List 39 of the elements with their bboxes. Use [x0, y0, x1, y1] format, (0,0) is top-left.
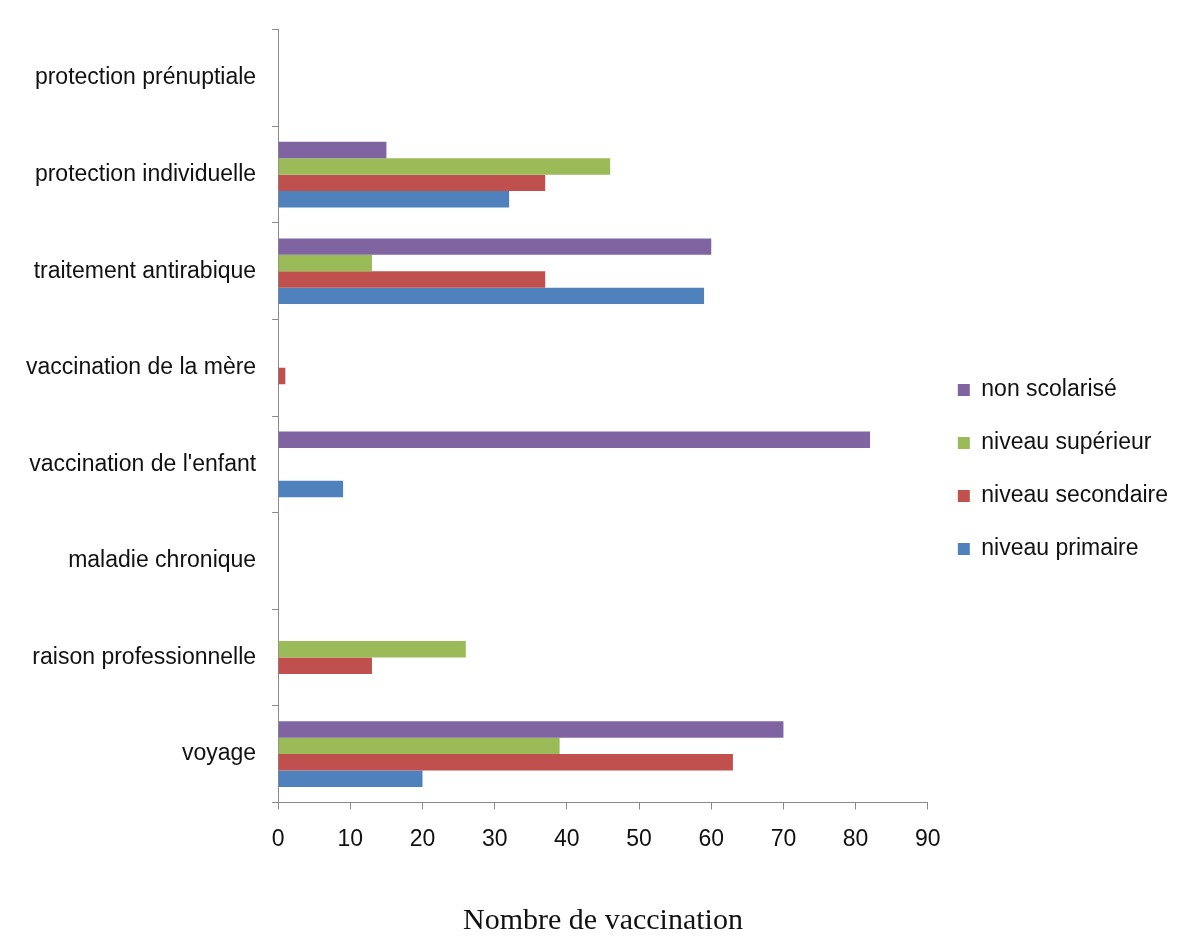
- bar: [278, 141, 387, 159]
- bar: [278, 431, 871, 448]
- y-tick-label: vaccination de l'enfant: [29, 449, 257, 476]
- bar: [278, 271, 546, 288]
- bar: [278, 191, 510, 208]
- y-tick-label: voyage: [181, 739, 257, 766]
- y-tick-label: vaccination de la mère: [26, 353, 257, 380]
- bar: [278, 657, 372, 674]
- x-tick-label: 50: [626, 824, 652, 851]
- x-tick-label: 30: [481, 824, 508, 851]
- y-tick-label: raison professionnelle: [32, 642, 257, 669]
- legend-label: niveau supérieur: [981, 428, 1152, 455]
- x-tick-label: 40: [554, 824, 580, 851]
- y-tick-label: traitement antirabique: [33, 256, 257, 283]
- bar: [278, 174, 546, 192]
- bar: [278, 770, 423, 787]
- bar: [278, 721, 784, 738]
- x-tick-label: 20: [409, 824, 436, 851]
- x-tick-label: 90: [915, 824, 941, 851]
- x-tick-label: 80: [842, 824, 869, 851]
- legend-label: niveau primaire: [981, 534, 1139, 561]
- bar: [278, 287, 705, 305]
- x-tick-label: 10: [337, 824, 364, 851]
- x-tick-label: 70: [770, 824, 797, 851]
- bar: [278, 238, 712, 255]
- legend-label: niveau secondaire: [981, 481, 1168, 508]
- bar: [278, 158, 611, 175]
- bar: [278, 480, 344, 498]
- y-tick-label: protection prénuptiale: [34, 63, 257, 90]
- x-tick-label: 60: [698, 824, 725, 851]
- legend-label: non scolarisé: [981, 375, 1117, 402]
- x-tick-label: 0: [271, 824, 285, 851]
- bar: [278, 737, 560, 755]
- bar: [278, 254, 372, 272]
- x-axis-title: Nombre de vaccination: [463, 901, 743, 935]
- y-tick-label: maladie chronique: [68, 546, 257, 573]
- bar: [278, 754, 733, 771]
- y-tick-label: protection individuelle: [34, 160, 257, 187]
- bar: [278, 641, 466, 658]
